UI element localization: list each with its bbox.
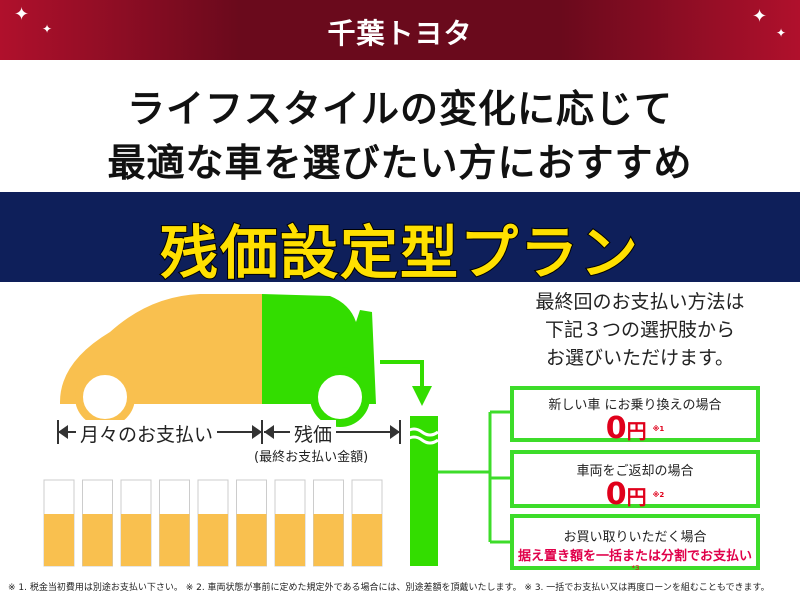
- option-unit: 円: [626, 419, 647, 443]
- info-line: 下記３つの選択肢から: [544, 319, 735, 341]
- plan-diagram: [43, 294, 510, 567]
- lead-line-1: ライフスタイルの変化に応じて: [126, 87, 673, 131]
- option-box-trade-in: 新しい車 にお乗り換えの場合 0円 ※1: [510, 386, 760, 445]
- info-line: 最終回のお支払い方法は: [535, 291, 745, 313]
- option-note: *3: [631, 564, 640, 572]
- option-box-return: 車両をご返却の場合 0円 ※2: [510, 450, 760, 511]
- monthly-bar-fill: [121, 514, 151, 566]
- sparkle-icon: ✦: [14, 4, 30, 25]
- monthly-bar-fill: [352, 514, 382, 566]
- monthly-bars: [43, 479, 383, 567]
- option-note: ※1: [652, 425, 665, 433]
- monthly-bar-fill: [198, 514, 228, 566]
- header-banner: ✦ ✦ ✦ ✦ 千葉トヨタ: [0, 0, 800, 60]
- plan-banner: 残価設定型プラン: [0, 192, 800, 288]
- green-down-arrow: [380, 360, 424, 390]
- option-unit: 円: [626, 485, 647, 509]
- option-title: 車両をご返却の場合: [576, 464, 694, 479]
- option-box-buyout: お買い取りいただく場合 据え置き額を一括または分割でお支払い*3: [510, 514, 760, 572]
- sparkle-icon: ✦: [42, 22, 53, 36]
- rear-wheel: [75, 367, 135, 427]
- monthly-bar-fill: [236, 514, 267, 566]
- option-note: ※2: [652, 491, 665, 499]
- sparkle-icon: ✦: [752, 6, 768, 27]
- monthly-bar-fill: [313, 514, 344, 566]
- sparkle-icon: ✦: [776, 26, 787, 40]
- residual-label: 残価: [290, 420, 337, 447]
- plan-title: 残価設定型プラン: [159, 218, 640, 288]
- option-detail: 据え置き額を一括または分割でお支払い: [517, 549, 752, 564]
- logo: 千葉トヨタ: [327, 17, 473, 50]
- monthly-bar-fill: [275, 514, 305, 566]
- footnote: ※ 1. 税金当初費用は別途お支払い下さい。 ※ 2. 車両状態が事前に定めた規…: [8, 583, 770, 593]
- option-amount: 0: [605, 477, 627, 512]
- option-connector: [438, 410, 510, 544]
- monthly-bar-fill: [159, 514, 190, 566]
- info-text: 最終回のお支払い方法は 下記３つの選択肢から お選びいただけます。: [495, 288, 785, 372]
- lead-line-2: 最適な車を選びたい方におすすめ: [107, 141, 693, 185]
- residual-sublabel: (最終お支払い金額): [250, 446, 373, 465]
- option-title: お買い取りいただく場合: [563, 530, 707, 545]
- info-line: お選びいただけます。: [545, 347, 735, 369]
- option-amount: 0: [605, 411, 627, 446]
- monthly-bar-fill: [44, 514, 74, 566]
- monthly-label: 月々のお支払い: [76, 420, 218, 447]
- option-title: 新しい車 にお乗り換えの場合: [548, 398, 722, 413]
- monthly-bar-fill: [82, 514, 113, 566]
- front-wheel: [310, 367, 370, 427]
